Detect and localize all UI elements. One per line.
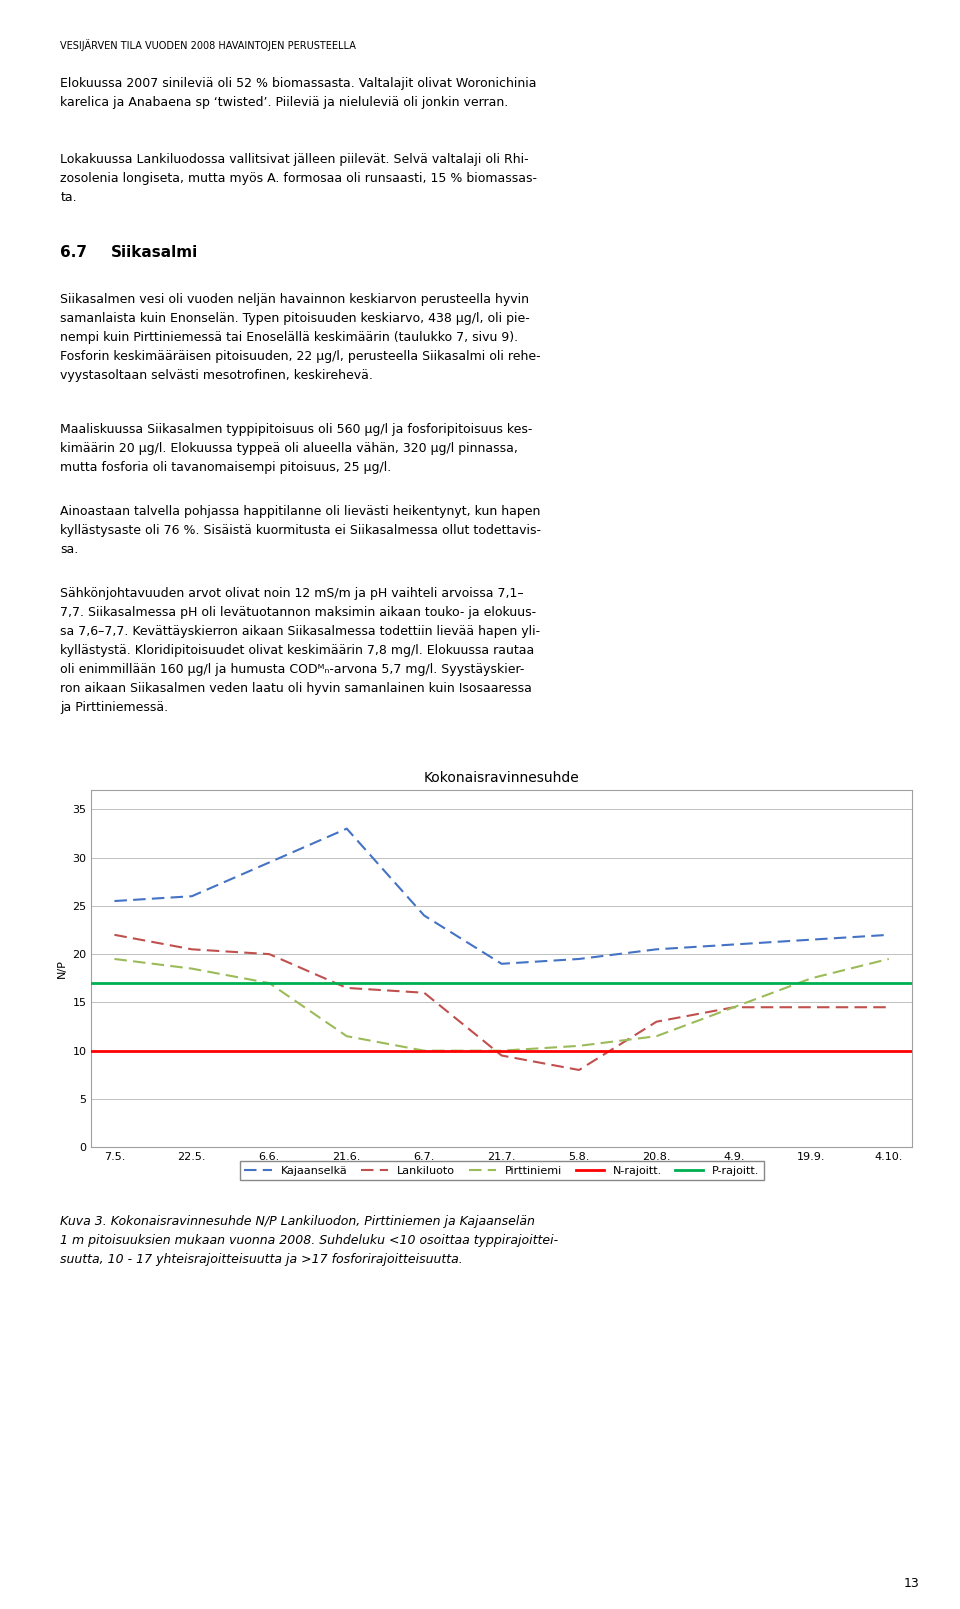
Pirttiniemi <box>883 949 895 969</box>
Pirttiniemi <box>805 969 817 988</box>
Pirttiniemi <box>108 949 120 969</box>
Lankiluoto <box>341 978 352 998</box>
Pirttiniemi <box>573 1036 585 1056</box>
Lankiluoto <box>186 940 198 959</box>
Text: Kuva 3. Kokonaisravinnesuhde N/P Lankiluodon, Pirttiniemen ja Kajaanselän
1 m pi: Kuva 3. Kokonaisravinnesuhde N/P Lankilu… <box>60 1215 559 1266</box>
Lankiluoto <box>573 1060 585 1080</box>
Text: Sähkönjohtavuuden arvot olivat noin 12 mS/m ja pH vaihteli arvoissa 7,1–
7,7. Si: Sähkönjohtavuuden arvot olivat noin 12 m… <box>60 587 540 714</box>
P-rajoitt. <box>108 973 120 993</box>
Line: Pirttiniemi: Pirttiniemi <box>114 959 889 1051</box>
N-rajoitt. <box>108 1041 120 1060</box>
Lankiluoto <box>651 1012 662 1031</box>
Line: Lankiluoto: Lankiluoto <box>114 935 889 1070</box>
Text: Siikasalmen vesi oli vuoden neljän havainnon keskiarvon perusteella hyvin
samanl: Siikasalmen vesi oli vuoden neljän havai… <box>60 293 541 381</box>
Kajaanselkä <box>883 925 895 944</box>
Text: Ainoastaan talvella pohjassa happitilanne oli lievästi heikentynyt, kun hapen
ky: Ainoastaan talvella pohjassa happitilann… <box>60 505 541 557</box>
Kajaanselkä <box>573 949 585 969</box>
Kajaanselkä <box>495 954 507 973</box>
Text: Elokuussa 2007 sinileviä oli 52 % biomassasta. Valtalajit olivat Woronichinia
ka: Elokuussa 2007 sinileviä oli 52 % biomas… <box>60 77 537 109</box>
Kajaanselkä <box>419 906 430 925</box>
Lankiluoto <box>728 998 739 1017</box>
Lankiluoto <box>419 983 430 1002</box>
Lankiluoto <box>495 1046 507 1065</box>
Text: 13: 13 <box>904 1577 920 1590</box>
Text: Maaliskuussa Siikasalmen typpipitoisuus oli 560 μg/l ja fosforipitoisuus kes-
ki: Maaliskuussa Siikasalmen typpipitoisuus … <box>60 423 533 475</box>
Pirttiniemi <box>264 973 276 993</box>
Line: Kajaanselkä: Kajaanselkä <box>114 829 889 964</box>
Pirttiniemi <box>728 998 739 1017</box>
P-rajoitt. <box>186 973 198 993</box>
Pirttiniemi <box>651 1027 662 1046</box>
Y-axis label: N/P: N/P <box>57 959 66 978</box>
Pirttiniemi <box>495 1041 507 1060</box>
Text: Lokakuussa Lankiluodossa vallitsivat jälleen piilevät. Selvä valtalaji oli Rhi-
: Lokakuussa Lankiluodossa vallitsivat jäl… <box>60 153 538 204</box>
Kajaanselkä <box>108 891 120 911</box>
N-rajoitt. <box>186 1041 198 1060</box>
Pirttiniemi <box>419 1041 430 1060</box>
Lankiluoto <box>264 944 276 964</box>
Lankiluoto <box>883 998 895 1017</box>
Text: Siikasalmi: Siikasalmi <box>110 245 198 259</box>
Pirttiniemi <box>186 959 198 978</box>
Title: Kokonaisravinnesuhde: Kokonaisravinnesuhde <box>423 771 580 785</box>
Kajaanselkä <box>341 819 352 838</box>
Pirttiniemi <box>341 1027 352 1046</box>
Kajaanselkä <box>805 930 817 949</box>
Lankiluoto <box>805 998 817 1017</box>
Kajaanselkä <box>728 935 739 954</box>
Kajaanselkä <box>264 853 276 872</box>
Text: VESIJÄRVEN TILA VUODEN 2008 HAVAINTOJEN PERUSTEELLA: VESIJÄRVEN TILA VUODEN 2008 HAVAINTOJEN … <box>60 39 356 50</box>
Text: 6.7: 6.7 <box>60 245 87 259</box>
Kajaanselkä <box>651 940 662 959</box>
Lankiluoto <box>108 925 120 944</box>
Kajaanselkä <box>186 887 198 906</box>
Legend: Kajaanselkä, Lankiluoto, Pirttiniemi, N-rajoitt., P-rajoitt.: Kajaanselkä, Lankiluoto, Pirttiniemi, N-… <box>239 1162 764 1179</box>
